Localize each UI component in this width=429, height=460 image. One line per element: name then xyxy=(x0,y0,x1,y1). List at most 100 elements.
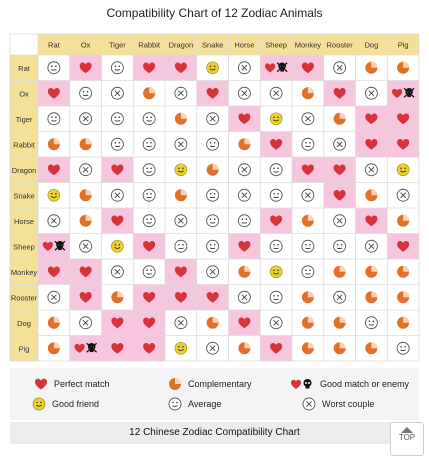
cell-icon-complementary xyxy=(333,342,346,355)
cell-icon-worst xyxy=(206,341,220,355)
cell-icon-complementary xyxy=(365,61,378,74)
cell-icon-average xyxy=(110,112,124,126)
column-header-label: Rat xyxy=(48,41,61,50)
cell-icon-average xyxy=(142,214,156,228)
cell-icon-complementary xyxy=(365,342,378,355)
cell-icon-perfect xyxy=(333,164,346,176)
cell-icon-friend xyxy=(396,163,410,177)
cell-icon-complementary xyxy=(397,291,410,304)
cell-icon-complementary xyxy=(111,291,124,304)
row-header-cell xyxy=(10,310,38,336)
cell-icon-average xyxy=(142,163,156,177)
cell-icon-worst xyxy=(237,188,251,202)
legend-item-perfect: Perfect match xyxy=(34,377,110,391)
cell-icon-worst xyxy=(301,112,315,126)
row-header-label: Dragon xyxy=(12,166,37,175)
cell-icon-perfect xyxy=(333,88,346,99)
cell-icon-complementary xyxy=(333,112,346,125)
cell-icon-perfect xyxy=(143,241,156,252)
cell-icon-perfect xyxy=(143,317,156,329)
cell-icon-perfect xyxy=(174,266,187,278)
cell-icon-worst xyxy=(174,137,188,151)
column-header-cell xyxy=(165,34,197,55)
cell-icon-perfect xyxy=(365,139,378,150)
cell-icon-worst xyxy=(110,86,124,100)
cell-icon-friend xyxy=(174,341,188,355)
cell-icon-average xyxy=(301,239,315,253)
cell-icon-complementary xyxy=(47,316,60,329)
column-header-label: Monkey xyxy=(295,41,322,50)
row-header-label: Tiger xyxy=(16,115,33,124)
cell-goodenemy xyxy=(38,233,70,259)
row-header-cell xyxy=(10,131,38,157)
cell-icon-average xyxy=(364,316,378,330)
cell-icon-complementary xyxy=(238,342,251,355)
column-header-label: Rooster xyxy=(326,41,353,50)
neutral-face-icon xyxy=(168,397,182,411)
row-header-cell xyxy=(10,259,38,285)
cell-icon-perfect xyxy=(79,266,92,278)
cell-icon-goodenemy xyxy=(392,87,415,98)
cell-icon-worst xyxy=(174,214,188,228)
cell-icon-worst xyxy=(237,61,251,75)
cell-icon-complementary xyxy=(397,316,410,329)
column-header-cell xyxy=(69,34,102,55)
corner-cell xyxy=(10,34,38,55)
cell-icon-complementary xyxy=(397,265,410,278)
cell-icon-perfect xyxy=(270,139,283,150)
cell-icon-complementary xyxy=(397,214,410,227)
heart-skull-icon xyxy=(291,379,312,389)
column-header-label: Pig xyxy=(398,41,409,50)
back-to-top-button[interactable]: TOP xyxy=(390,422,424,456)
cell-icon-average xyxy=(206,239,220,253)
column-header-label: Horse xyxy=(234,41,254,50)
cell-icon-average xyxy=(396,341,410,355)
cell-icon-complementary xyxy=(301,316,314,329)
row-header-label: Rat xyxy=(18,64,31,73)
cell-icon-average xyxy=(333,239,347,253)
column-header-cell xyxy=(133,34,165,55)
cell-icon-worst xyxy=(174,86,188,100)
row-header-label: Snake xyxy=(13,191,34,200)
cell-icon-goodenemy xyxy=(42,240,66,251)
cell-icon-complementary xyxy=(79,214,92,227)
cell-icon-average xyxy=(206,214,220,228)
legend-label: Worst couple xyxy=(322,399,375,409)
cell-icon-perfect xyxy=(397,139,410,150)
column-header-cell xyxy=(323,34,356,55)
row-header-label: Rabbit xyxy=(13,140,36,149)
cell-icon-worst xyxy=(396,188,410,202)
row-header-cell xyxy=(10,335,38,361)
cell-icon-average xyxy=(142,112,156,126)
cell-icon-worst xyxy=(333,61,347,75)
cell-icon-complementary xyxy=(333,316,346,329)
cell-goodenemy xyxy=(69,335,102,361)
cell-icon-perfect xyxy=(397,241,410,252)
cell-icon-worst xyxy=(237,163,251,177)
cell-icon-worst xyxy=(364,163,378,177)
cell-icon-perfect xyxy=(143,343,156,354)
cell-icon-worst xyxy=(206,112,220,126)
cell-icon-average xyxy=(142,137,156,151)
cell-icon-complementary xyxy=(365,291,378,304)
cell-icon-worst xyxy=(110,265,124,279)
column-header-label: Ox xyxy=(81,41,91,50)
cell-icon-average xyxy=(206,188,220,202)
top-button-label: TOP xyxy=(398,433,416,442)
cell-icon-worst xyxy=(364,239,378,253)
legend-label: Good match or enemy xyxy=(320,379,410,389)
smiley-icon xyxy=(32,397,46,411)
cell-icon-average xyxy=(206,137,220,151)
cell-goodenemy xyxy=(260,55,292,81)
row-header-label: Ox xyxy=(19,89,29,98)
cell-icon-perfect xyxy=(47,164,60,176)
cell-icon-average xyxy=(110,137,124,151)
cell-icon-worst xyxy=(333,290,347,304)
cell-icon-worst xyxy=(174,316,188,330)
row-header-label: Rooster xyxy=(11,293,38,302)
cell-icon-complementary xyxy=(47,342,60,355)
cell-icon-complementary xyxy=(143,87,156,100)
cell-icon-average xyxy=(142,188,156,202)
cell-icon-perfect xyxy=(111,164,124,176)
legend: Perfect match Complementary Good match o… xyxy=(10,368,419,420)
